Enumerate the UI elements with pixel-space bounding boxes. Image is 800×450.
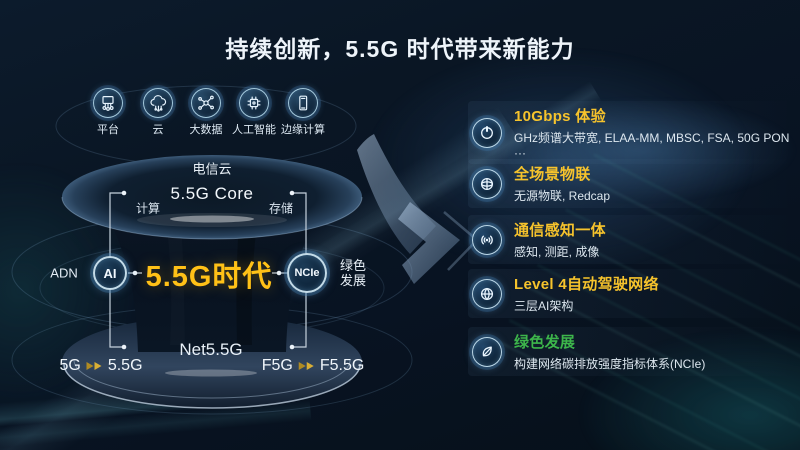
green-label-line1: 绿色	[340, 258, 367, 273]
page-title: 持续创新，5.5G 时代带来新能力	[225, 36, 575, 62]
storage-label: 存储	[268, 201, 294, 216]
double-chevron-icon	[298, 362, 314, 370]
capability-item-10gbps: 10Gbps 体验 GHz频谱大带宽, ELAA-MM, MBSC, FSA, …	[468, 101, 798, 164]
capability-desc: GHz频谱大带宽, ELAA-MM, MBSC, FSA, 50G PON ··…	[514, 131, 790, 160]
compute-label: 计算	[135, 201, 161, 216]
transition-arrow-icon	[357, 134, 479, 284]
green-label-line2: 发展	[340, 273, 367, 288]
mobile-from: 5G	[59, 357, 81, 374]
fixed-from: F5G	[261, 357, 293, 374]
platform-icon	[93, 88, 123, 118]
mobile-to: 5.5G	[107, 357, 143, 374]
ncie-badge: NCIe	[287, 253, 327, 293]
ai-badge: AI	[93, 256, 127, 290]
capability-title: 全场景物联	[514, 166, 591, 183]
edge-computing-icon	[288, 88, 318, 118]
capability-item-sensing: 通信感知一体 感知, 测距, 成像	[468, 215, 798, 264]
green-development-label: 绿色 发展	[340, 258, 366, 288]
light-streak	[0, 363, 313, 450]
leaf-icon	[472, 336, 502, 367]
capability-item-green: 绿色发展 构建网络碳排放强度指标体系(NCIe)	[468, 327, 798, 376]
capability-title: Level 4自动驾驶网络	[514, 276, 659, 293]
core-label: 5.5G Core	[170, 184, 254, 203]
capability-title: 绿色发展	[514, 334, 576, 351]
capability-item-iot: 全场景物联 无源物联, Redcap	[468, 159, 798, 208]
fixed-to: F5.5G	[319, 357, 365, 374]
telecom-cloud-label: 电信云	[192, 161, 232, 177]
iot-globe-icon	[472, 168, 502, 199]
bigdata-icon	[191, 88, 221, 118]
speedometer-icon	[472, 117, 502, 148]
capability-desc: 感知, 测距, 成像	[514, 245, 600, 259]
adn-label: ADN	[50, 265, 78, 281]
cloud-icon	[143, 88, 173, 118]
capability-desc: 三层AI架构	[514, 299, 574, 313]
capability-title: 通信感知一体	[514, 222, 606, 239]
capability-item-autonomous: Level 4自动驾驶网络 三层AI架构	[468, 269, 798, 318]
era-label: 5.5G时代	[145, 261, 273, 293]
fixed-evolution-label: F5G F5.5G	[262, 357, 365, 375]
net55g-label: Net5.5G	[179, 340, 243, 359]
mobile-evolution-label: 5G 5.5G	[59, 357, 142, 375]
capability-desc: 无源物联, Redcap	[514, 189, 611, 203]
double-chevron-icon	[86, 362, 102, 370]
capability-desc: 构建网络碳排放强度指标体系(NCIe)	[514, 357, 706, 371]
edge-icon-label: 边缘计算	[281, 124, 325, 136]
radar-sensing-icon	[472, 224, 502, 255]
capability-title: 10Gbps 体验	[514, 108, 606, 125]
ai-chip-icon	[239, 88, 269, 118]
autonomous-network-icon	[472, 278, 502, 309]
